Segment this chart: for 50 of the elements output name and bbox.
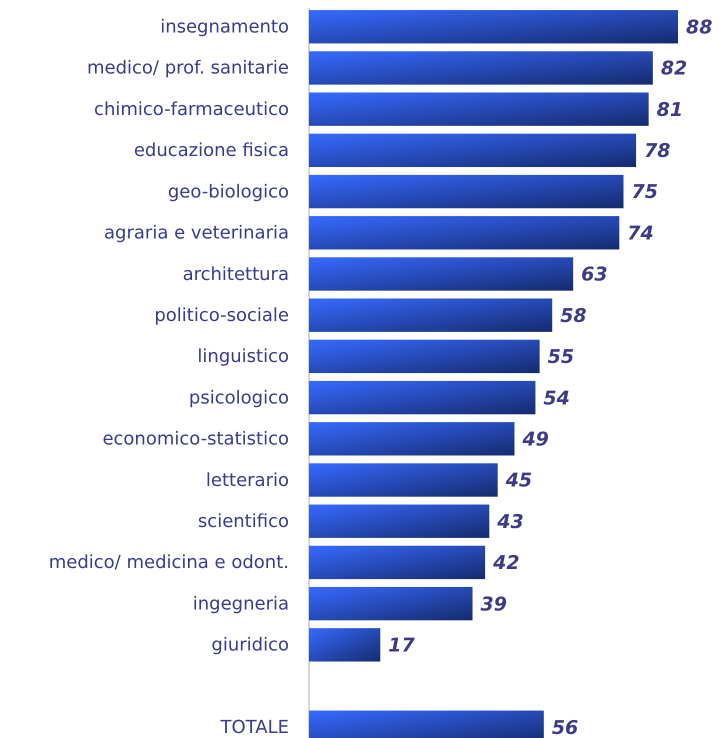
bar — [309, 422, 514, 456]
y-tick-label: insegnamento — [160, 16, 289, 38]
data-label: 88 — [686, 16, 712, 38]
bar — [309, 546, 486, 580]
y-tick-label: agraria e veterinaria — [104, 222, 289, 244]
bar — [309, 463, 498, 497]
data-label: 42 — [492, 552, 520, 574]
bar — [309, 380, 536, 414]
bar — [309, 134, 636, 168]
data-label: 75 — [631, 181, 658, 204]
data-label: 17 — [388, 634, 416, 656]
y-tick-label: linguistico — [197, 346, 289, 368]
data-label: 55 — [548, 346, 574, 368]
bar — [309, 174, 624, 208]
y-tick-label: TOTALE — [220, 717, 289, 738]
bar — [309, 586, 473, 620]
bar — [309, 504, 490, 538]
data-label: 58 — [560, 304, 587, 327]
bar — [309, 298, 552, 332]
bar — [309, 51, 653, 85]
y-tick-label: medico/ medicina e odont. — [48, 552, 289, 574]
bar — [309, 257, 574, 291]
data-label: 56 — [552, 716, 578, 738]
data-label: 45 — [504, 470, 532, 492]
data-label: 78 — [644, 140, 671, 162]
bar — [309, 92, 649, 126]
y-tick-label: geo-biologico — [168, 181, 289, 202]
y-tick-label: giuridico — [211, 634, 289, 656]
y-tick-label: letterario — [206, 470, 289, 491]
y-tick-label: politico-sociale — [154, 304, 289, 326]
data-label: 63 — [581, 264, 608, 286]
data-label: 43 — [496, 510, 524, 533]
data-label: 49 — [521, 428, 549, 450]
y-tick-label: economico-statistico — [102, 428, 289, 450]
y-tick-label: architettura — [182, 264, 289, 285]
data-label: 74 — [627, 222, 654, 244]
data-label: 81 — [656, 98, 684, 121]
y-tick-label: psicologico — [188, 387, 289, 408]
data-label: 39 — [480, 593, 507, 616]
y-tick-label: ingegneria — [192, 593, 289, 614]
y-tick-label: scientifico — [198, 510, 289, 532]
y-tick-label: chimico-farmaceutico — [94, 98, 289, 120]
data-label: 82 — [660, 58, 688, 80]
bar — [309, 628, 380, 662]
bar — [309, 216, 620, 250]
bar — [309, 10, 678, 44]
bar — [309, 340, 540, 374]
y-tick-label: medico/ prof. sanitarie — [86, 58, 289, 79]
y-tick-label: educazione fisica — [134, 140, 289, 162]
data-label: 54 — [543, 387, 570, 410]
